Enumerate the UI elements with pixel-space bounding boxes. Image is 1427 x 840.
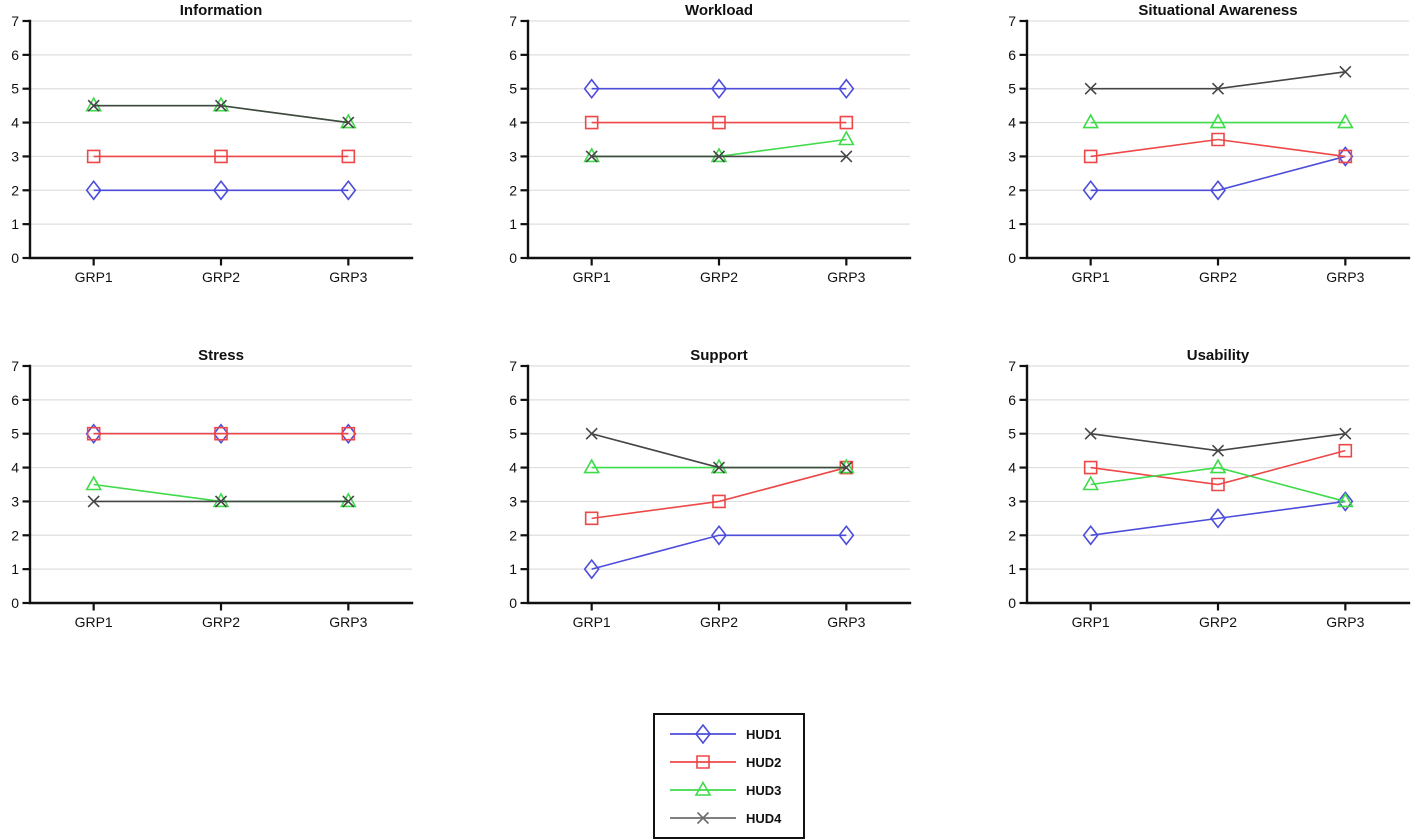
- legend-item-hud4: HUD4: [669, 804, 803, 832]
- hud3-line-marker-icon: [670, 780, 736, 796]
- chart-support-plot: 0 1 2 3 4 5 6 7 GRP1 GRP2 GRP3: [509, 358, 912, 630]
- hud4-line-marker-icon: [670, 811, 736, 825]
- svg-text:1: 1: [1008, 216, 1016, 232]
- chart-situational-awareness: 0 1 2 3 4 5 6 7 GRP1 GRP2 GRP3 Situational Awarene…: [997, 0, 1427, 300]
- svg-text:6: 6: [1008, 47, 1016, 63]
- chart-title: Workload: [684, 2, 754, 19]
- hud1-line-marker-icon: [670, 724, 736, 744]
- svg-text:4: 4: [11, 460, 19, 476]
- svg-text:3: 3: [509, 148, 517, 164]
- svg-text:1: 1: [11, 561, 19, 577]
- svg-text:7: 7: [1008, 358, 1016, 374]
- svg-text:0: 0: [11, 250, 19, 266]
- svg-text:GRP3: GRP3: [1326, 614, 1364, 630]
- svg-text:1: 1: [509, 216, 517, 232]
- chart-stress-plot: 0 1 2 3 4 5 6 7 GRP1 GRP2 GRP3: [11, 358, 414, 630]
- chart-information: 0 1 2 3 4 5 6 7 GRP1 GRP2 GRP3 Information: [0, 0, 430, 300]
- legend-label: HUD2: [746, 754, 782, 770]
- chart-support: 0 1 2 3 4 5 6 7 GRP1 GRP2 GRP3 Support: [498, 345, 928, 645]
- svg-text:2: 2: [1008, 527, 1016, 543]
- svg-text:4: 4: [1008, 115, 1016, 131]
- svg-text:GRP1: GRP1: [1072, 614, 1110, 630]
- svg-text:5: 5: [1008, 426, 1016, 442]
- svg-text:GRP2: GRP2: [700, 614, 738, 630]
- svg-text:7: 7: [11, 13, 19, 29]
- svg-text:5: 5: [11, 426, 19, 442]
- svg-text:4: 4: [11, 115, 19, 131]
- svg-text:GRP2: GRP2: [1199, 269, 1237, 285]
- chart-usability-plot: 0 1 2 3 4 5 6 7 GRP1 GRP2 GRP3: [1008, 358, 1411, 630]
- svg-text:5: 5: [11, 81, 19, 97]
- legend: HUD1 HUD2 HUD3 HUD4: [653, 713, 805, 839]
- svg-text:7: 7: [509, 13, 517, 29]
- svg-text:2: 2: [11, 182, 19, 198]
- svg-text:6: 6: [509, 47, 517, 63]
- svg-text:4: 4: [509, 460, 517, 476]
- svg-text:6: 6: [509, 392, 517, 408]
- svg-text:7: 7: [509, 358, 517, 374]
- svg-text:GRP3: GRP3: [329, 269, 367, 285]
- svg-text:7: 7: [1008, 13, 1016, 29]
- svg-text:5: 5: [509, 81, 517, 97]
- svg-text:7: 7: [11, 358, 19, 374]
- legend-label: HUD3: [746, 782, 782, 798]
- svg-text:GRP1: GRP1: [573, 614, 611, 630]
- svg-text:3: 3: [509, 493, 517, 509]
- svg-text:1: 1: [1008, 561, 1016, 577]
- legend-item-hud3: HUD3: [669, 776, 803, 804]
- svg-text:GRP1: GRP1: [75, 269, 113, 285]
- svg-text:GRP2: GRP2: [202, 614, 240, 630]
- legend-label: HUD1: [746, 726, 782, 742]
- svg-text:3: 3: [11, 148, 19, 164]
- svg-text:0: 0: [509, 595, 517, 611]
- svg-text:4: 4: [509, 115, 517, 131]
- svg-text:GRP1: GRP1: [75, 614, 113, 630]
- svg-text:1: 1: [509, 561, 517, 577]
- svg-text:3: 3: [11, 493, 19, 509]
- svg-text:GRP2: GRP2: [1199, 614, 1237, 630]
- legend-item-hud2: HUD2: [669, 748, 803, 776]
- chart-title: Support: [690, 347, 748, 364]
- svg-text:6: 6: [1008, 392, 1016, 408]
- chart-information-plot: 0 1 2 3 4 5 6 7 GRP1 GRP2 GRP3: [11, 13, 414, 285]
- chart-situational-awareness-plot: 0 1 2 3 4 5 6 7 GRP1 GRP2 GRP3: [1008, 13, 1411, 285]
- chart-title: Stress: [198, 347, 244, 364]
- chart-title: Situational Awareness: [1138, 2, 1298, 19]
- chart-title: Usability: [1186, 347, 1250, 364]
- svg-text:GRP3: GRP3: [827, 269, 865, 285]
- svg-text:GRP2: GRP2: [202, 269, 240, 285]
- svg-text:5: 5: [509, 426, 517, 442]
- svg-text:GRP1: GRP1: [573, 269, 611, 285]
- svg-text:3: 3: [1008, 493, 1016, 509]
- svg-text:5: 5: [1008, 81, 1016, 97]
- svg-text:0: 0: [11, 595, 19, 611]
- svg-text:2: 2: [509, 527, 517, 543]
- svg-text:0: 0: [1008, 595, 1016, 611]
- svg-text:GRP3: GRP3: [329, 614, 367, 630]
- svg-text:1: 1: [11, 216, 19, 232]
- svg-text:3: 3: [1008, 148, 1016, 164]
- svg-text:GRP3: GRP3: [1326, 269, 1364, 285]
- legend-label: HUD4: [746, 810, 782, 826]
- legend-item-hud1: HUD1: [669, 720, 803, 748]
- svg-text:2: 2: [11, 527, 19, 543]
- svg-text:GRP3: GRP3: [827, 614, 865, 630]
- svg-text:4: 4: [1008, 460, 1016, 476]
- svg-text:0: 0: [1008, 250, 1016, 266]
- svg-text:6: 6: [11, 392, 19, 408]
- chart-usability: 0 1 2 3 4 5 6 7 GRP1 GRP2 GRP3 Usability: [997, 345, 1427, 645]
- svg-text:6: 6: [11, 47, 19, 63]
- chart-title: Information: [179, 2, 263, 19]
- chart-workload-plot: 0 1 2 3 4 5 6 7 GRP1 GRP2 GRP3: [509, 13, 912, 285]
- svg-text:GRP2: GRP2: [700, 269, 738, 285]
- hud2-line-marker-icon: [670, 755, 736, 769]
- svg-text:2: 2: [1008, 182, 1016, 198]
- svg-text:2: 2: [509, 182, 517, 198]
- svg-text:0: 0: [509, 250, 517, 266]
- svg-text:GRP1: GRP1: [1072, 269, 1110, 285]
- chart-stress: 0 1 2 3 4 5 6 7 GRP1 GRP2 GRP3 Stress: [0, 345, 430, 645]
- chart-workload: 0 1 2 3 4 5 6 7 GRP1 GRP2 GRP3 Workload: [498, 0, 928, 300]
